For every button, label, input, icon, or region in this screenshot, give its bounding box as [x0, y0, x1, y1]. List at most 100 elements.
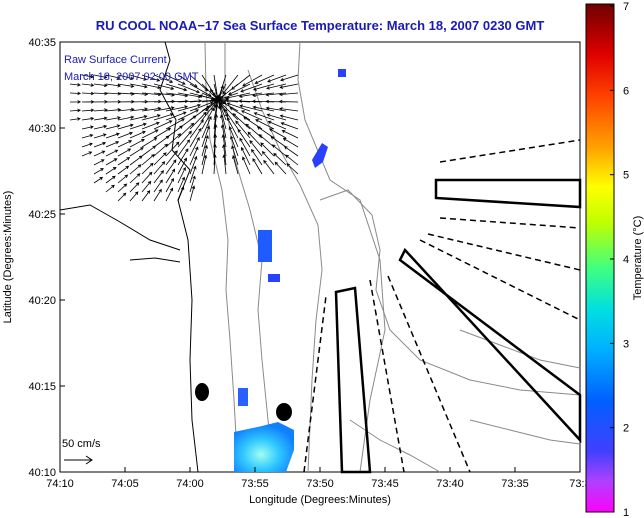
current-vector	[278, 92, 299, 97]
current-vector	[129, 130, 146, 139]
current-vector	[270, 136, 287, 148]
current-vector	[279, 107, 299, 112]
x-tick-labels: 74:10 74:05 74:00 73:55 73:50 73:45 73:40 73:35…	[46, 467, 591, 490]
current-vector	[141, 162, 154, 175]
coastline	[159, 41, 199, 473]
current-vector	[177, 103, 202, 112]
current-vector	[239, 137, 251, 157]
legend-line-1: Raw Surface Current	[64, 54, 167, 66]
current-vector	[177, 186, 185, 202]
current-vector	[105, 158, 118, 166]
x-tick-label: 73:55	[241, 478, 269, 490]
current-vector	[240, 146, 251, 166]
current-vector	[189, 119, 204, 139]
marker-station-2	[276, 403, 292, 421]
current-vector	[242, 74, 263, 87]
x-tick-label: 73:35	[501, 478, 529, 490]
current-vector	[189, 127, 202, 148]
y-tick-label: 40:35	[28, 37, 56, 49]
current-vector	[201, 115, 212, 139]
current-vector	[153, 127, 172, 139]
current-vector	[220, 102, 239, 121]
current-vector	[81, 116, 95, 121]
current-vector	[117, 165, 130, 175]
current-vector	[256, 126, 275, 139]
current-vector	[177, 130, 192, 148]
current-vector	[241, 110, 263, 121]
current-vector	[165, 141, 180, 157]
current-vector	[141, 180, 152, 193]
current-vector	[228, 126, 239, 148]
current-vector	[93, 150, 106, 157]
current-vector	[93, 141, 107, 148]
dashed-tracks	[303, 139, 581, 473]
current-vector	[201, 154, 208, 175]
current-vector	[189, 146, 199, 166]
current-vector	[93, 83, 108, 88]
current-vector	[129, 191, 139, 202]
current-vector	[141, 83, 162, 90]
current-vector	[105, 124, 121, 130]
current-vector	[129, 182, 140, 193]
current-vector	[117, 174, 129, 184]
current-vector	[177, 176, 186, 193]
current-vector	[251, 148, 263, 166]
current-vector	[222, 154, 227, 175]
current-vector	[201, 134, 209, 157]
current-vector	[165, 118, 185, 130]
colorbar-tick-label: 6	[623, 85, 629, 97]
current-vector	[278, 99, 299, 104]
current-vector	[141, 74, 161, 82]
current-vector	[129, 107, 149, 112]
current-vector	[225, 92, 251, 100]
current-vector	[242, 156, 251, 175]
colorbar-tick-label: 2	[623, 423, 629, 435]
colorbar-tick-label: 1	[623, 507, 629, 518]
current-vector	[141, 154, 155, 166]
current-vector	[265, 106, 287, 112]
current-vector	[215, 98, 239, 112]
current-vector	[117, 148, 132, 157]
current-vector	[222, 144, 227, 166]
current-vector	[129, 164, 142, 175]
current-vector	[153, 120, 173, 130]
x-tick-label: 74:00	[176, 478, 204, 490]
current-vector	[177, 92, 202, 99]
colorbar-label: Temperature (°C)	[632, 216, 644, 300]
current-vector	[252, 158, 263, 175]
current-vector	[266, 113, 287, 121]
current-vector	[141, 171, 153, 184]
current-vector	[165, 159, 177, 175]
current-vector	[129, 139, 145, 148]
current-vector	[249, 140, 263, 157]
current-vector	[189, 165, 197, 184]
colorbar-tick-label: 4	[623, 254, 629, 266]
plot-area	[59, 41, 581, 473]
current-vector	[105, 141, 120, 148]
current-vector	[261, 150, 275, 166]
current-vector	[265, 92, 287, 97]
surface-current-vectors	[69, 74, 299, 202]
x-tick-label: 73:40	[436, 478, 464, 490]
current-vector	[177, 148, 189, 166]
current-vector	[252, 92, 275, 98]
current-vector	[177, 166, 186, 184]
current-vector	[153, 161, 166, 175]
current-vector	[283, 146, 299, 157]
current-vector	[201, 144, 208, 166]
current-vector	[271, 144, 287, 157]
current-vector	[235, 120, 251, 139]
current-vector	[81, 91, 95, 96]
current-vector	[238, 92, 263, 98]
current-vector	[231, 145, 239, 166]
current-vector	[201, 125, 211, 148]
current-vector	[286, 163, 299, 175]
current-vector	[153, 179, 163, 193]
current-vector	[231, 74, 251, 90]
current-vector	[81, 108, 95, 113]
colorbar-tick-label: 7	[623, 1, 629, 13]
y-axis-label: Latitude (Degrees:Minutes)	[2, 191, 14, 324]
current-vector	[117, 131, 133, 139]
current-vector	[105, 74, 121, 80]
current-vector	[279, 114, 299, 121]
